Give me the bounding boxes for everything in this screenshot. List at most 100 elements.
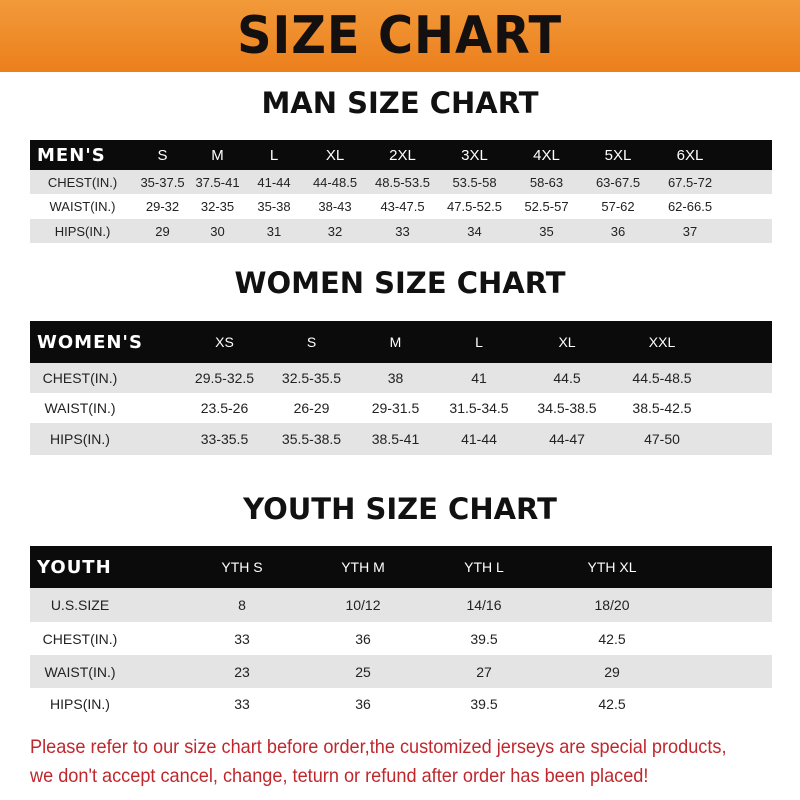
row-label: HIPS(IN.)	[50, 431, 110, 447]
table-cell: 38	[387, 370, 404, 386]
table-cell: 26-29	[293, 400, 330, 416]
women-size-table: WOMEN'S XS S M L XL XXL CHEST(IN.) 29.5-32.5 32.5…	[30, 321, 772, 455]
table-cell: 47.5-52.5	[447, 199, 502, 214]
banner-title: SIZE CHART	[237, 6, 563, 66]
table-cell: 34.5-38.5	[537, 400, 597, 416]
table-cell: 35.5-38.5	[281, 431, 342, 447]
table-cell: 53.5-58	[452, 174, 497, 190]
size-header-cell: YTH L	[464, 559, 504, 575]
size-header-cell: YTH M	[341, 559, 385, 575]
table-cell: 35	[539, 223, 554, 239]
table-cell: 10/12	[345, 597, 381, 613]
size-header-cell: S	[157, 146, 168, 164]
table-cell: 29	[155, 223, 170, 239]
table-cell: 23.5-26	[200, 400, 249, 416]
table-cell: 41	[471, 370, 487, 386]
size-header-cell: YTH XL	[587, 559, 637, 575]
table-cell: 48.5-53.5	[375, 174, 430, 190]
table-row: WAIST(IN.) 23 25 27 29	[30, 655, 772, 688]
table-cell: 29	[604, 663, 620, 680]
table-cell: 34	[467, 223, 482, 239]
table-cell: 44.5-48.5	[632, 370, 692, 386]
size-header-cell: 2XL	[389, 146, 416, 164]
row-label: WAIST(IN.)	[49, 199, 116, 214]
table-cell: 41-44	[461, 431, 497, 447]
size-header-cell: L	[269, 146, 279, 164]
men-section-title: MAN SIZE CHART	[261, 86, 539, 120]
table-cell: 18/20	[594, 597, 630, 613]
table-cell: 57-62	[601, 199, 635, 214]
table-cell: 62-66.5	[667, 199, 713, 214]
size-header-cell: XL	[325, 146, 345, 164]
table-cell: 35-37.5	[140, 174, 185, 190]
order-notice: Please refer to our size chart before or…	[30, 733, 737, 791]
table-header-row: YOUTH YTH S YTH M YTH L YTH XL	[30, 546, 772, 588]
table-cell: 39.5	[470, 630, 498, 647]
size-header-cell: 5XL	[604, 146, 632, 164]
table-cell: 36	[610, 223, 626, 239]
table-cell: 41-44	[257, 174, 291, 190]
size-header-cell: 4XL	[533, 146, 560, 164]
size-header-cell: XXL	[648, 334, 676, 350]
table-cell: 39.5	[470, 696, 498, 712]
table-header-row: MEN'S S M L XL 2XL 3XL 4XL 5XL 6XL	[30, 140, 772, 170]
women-section-title: WOMEN SIZE CHART	[234, 266, 566, 300]
table-row: CHEST(IN.) 35-37.5 37.5-41 41-44 44-48.5 48.5…	[30, 170, 772, 194]
row-label: HIPS(IN.)	[54, 223, 111, 239]
table-cell: 8	[238, 597, 246, 613]
table-row: WAIST(IN.) 23.5-26 26-29 29-31.5 31.5-34.5 34…	[30, 393, 772, 423]
table-row: HIPS(IN.) 29 30 31 32 33 34 35 36 37	[30, 219, 772, 243]
men-size-table: MEN'S S M L XL 2XL 3XL 4XL 5XL 6XL CHEST(IN.) 35-37…	[30, 140, 772, 243]
size-header-cell: M	[389, 334, 402, 350]
youth-size-table: YOUTH YTH S YTH M YTH L YTH XL U.S.SIZE 8 10/12…	[30, 546, 772, 720]
size-header-cell: XL	[558, 334, 576, 350]
row-label: U.S.SIZE	[50, 597, 110, 613]
size-header-cell: XS	[215, 334, 234, 350]
table-cell: 30	[210, 223, 225, 239]
size-header-cell: YTH S	[221, 559, 263, 575]
table-cell: 43-47.5	[380, 199, 425, 214]
table-cell: 38.5-42.5	[632, 400, 692, 416]
table-cell: 42.5	[598, 630, 626, 647]
table-cell: 25	[355, 663, 371, 680]
table-cell: 35-38	[257, 199, 291, 214]
size-header-cell: M	[211, 146, 224, 164]
size-header-cell: S	[306, 334, 317, 350]
row-label: WAIST(IN.)	[44, 663, 116, 680]
table-cell: 33	[395, 223, 410, 239]
table-cell: 23	[234, 663, 250, 680]
notice-line-1: Please refer to our size chart before or…	[30, 736, 727, 758]
table-cell: 44.5	[553, 370, 581, 386]
table-title-cell: WOMEN'S	[37, 331, 143, 353]
table-cell: 37.5-41	[195, 174, 240, 190]
table-row: WAIST(IN.) 29-32 32-35 35-38 38-43 43-47.5 47.…	[30, 194, 772, 219]
table-cell: 32	[327, 223, 343, 239]
youth-section-title: YOUTH SIZE CHART	[243, 492, 557, 526]
table-cell: 44-47	[549, 431, 585, 447]
row-label: HIPS(IN.)	[50, 696, 110, 712]
table-cell: 32-35	[200, 199, 235, 214]
banner: SIZE CHART	[0, 0, 800, 72]
size-header-cell: L	[475, 334, 483, 350]
table-cell: 29-32	[145, 199, 180, 214]
table-cell: 29-31.5	[371, 400, 420, 416]
table-cell: 44-48.5	[312, 174, 358, 190]
table-row: U.S.SIZE 8 10/12 14/16 18/20	[30, 588, 772, 622]
notice-line-2: we don't accept cancel, change, teturn o…	[30, 765, 649, 787]
table-header-row: WOMEN'S XS S M L XL XXL	[30, 321, 772, 363]
table-row: CHEST(IN.) 33 36 39.5 42.5	[30, 622, 772, 655]
table-cell: 38.5-41	[371, 431, 420, 447]
table-cell: 33	[234, 630, 250, 647]
table-row: HIPS(IN.) 33-35.5 35.5-38.5 38.5-41 41-44 44-…	[30, 423, 772, 455]
table-cell: 67.5-72	[667, 174, 713, 190]
size-header-cell: 6XL	[676, 146, 704, 164]
table-cell: 36	[355, 696, 371, 712]
table-cell: 31.5-34.5	[449, 400, 509, 416]
table-cell: 36	[355, 630, 371, 647]
row-label: CHEST(IN.)	[42, 370, 118, 386]
table-cell: 52.5-57	[524, 199, 569, 214]
row-label: CHEST(IN.)	[42, 630, 118, 647]
table-cell: 29.5-32.5	[194, 370, 255, 386]
table-cell: 47-50	[644, 431, 680, 447]
table-cell: 42.5	[598, 696, 626, 712]
